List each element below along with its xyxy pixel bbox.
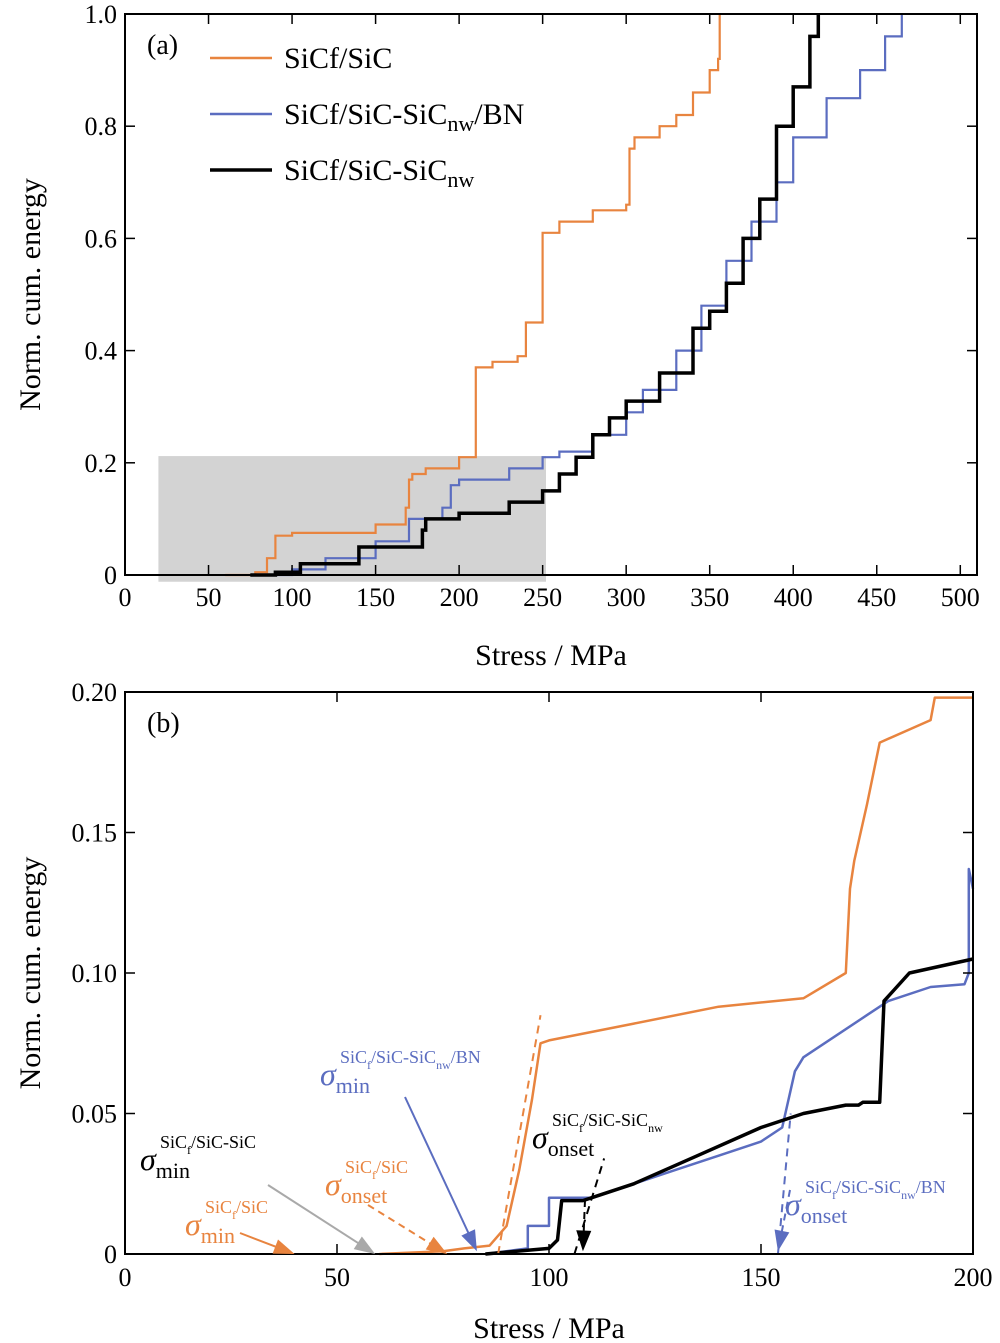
annotation-onset-bn: σonsetSiCf/SiC-SiCnw/BN (774, 1177, 946, 1252)
arrow-head-icon (576, 1230, 592, 1252)
x-tick-label: 200 (440, 583, 479, 612)
y-tick-label: 0.2 (85, 449, 118, 478)
arrow-head-icon (425, 1236, 448, 1254)
x-tick-label: 150 (742, 1263, 781, 1292)
annotation-min-sicf-sic: σminSiCf/SiC (185, 1197, 295, 1254)
y-tick-label: 0.20 (72, 678, 118, 707)
x-tick-label: 450 (857, 583, 896, 612)
annotation-label: σminSiCf/SiC (185, 1197, 268, 1248)
arrow-head-icon (774, 1229, 790, 1252)
chart-panel-a: 0 50 100 150 200 250 300 350 400 450 500 0 0.2 0.4 0.6… (14, 0, 980, 672)
annotation-label: σminSiCf/SiC-SiCnw/BN (320, 1047, 481, 1098)
annotation-arrow (404, 1096, 472, 1239)
legend-label-0: SiCf/SiC (284, 42, 392, 75)
x-tick-label: 200 (954, 1263, 993, 1292)
y-tick-label: 0.05 (72, 1100, 118, 1129)
annotation-label: σonsetSiCf/SiC-SiCnw/BN (785, 1177, 946, 1228)
annotation-label: σonsetSiCf/SiC-SiCnw (532, 1110, 663, 1161)
x-tick-label: 0 (119, 1263, 132, 1292)
annotation-min-bn: σminSiCf/SiC-SiCnw/BN (320, 1047, 481, 1252)
series-line-0 (379, 696, 973, 1256)
x-tick-label: 400 (774, 583, 813, 612)
legend-label-1: SiCf/SiC-SiCnw/BN (284, 98, 524, 136)
annotation-label: σminSiCf/SiC-SiC (140, 1132, 256, 1183)
series-line-0 (225, 14, 721, 577)
annotation-min-sic-sic: σminSiCf/SiC-SiC (140, 1132, 376, 1254)
y-axis-label: Norm. cum. energy (14, 178, 47, 411)
y-tick-label: 0.8 (85, 112, 118, 141)
series-line-1 (485, 867, 975, 1256)
chart-panel-b: 0 50 100 150 200 0 0.05 0.10 0.15 0.20 (b) Stress… (14, 678, 993, 1343)
panel-label: (a) (147, 30, 178, 61)
y-tick-label: 0.4 (85, 337, 118, 366)
y-tick-label: 0.15 (72, 819, 118, 848)
x-tick-label: 250 (523, 583, 562, 612)
arrow-head-icon (272, 1239, 295, 1254)
onset-guide-line-0 (497, 1014, 542, 1255)
onset-guide-line-1 (573, 1158, 606, 1255)
legend-label-2: SiCf/SiC-SiCnw (284, 154, 474, 192)
y-axis-label: Norm. cum. energy (14, 857, 47, 1090)
x-tick-label: 50 (324, 1263, 350, 1292)
y-tick-label: 0.6 (85, 224, 118, 253)
x-axis-label: Stress / MPa (473, 1312, 625, 1343)
x-tick-label: 150 (356, 583, 395, 612)
annotation-onset-nw: σonsetSiCf/SiC-SiCnw (532, 1110, 663, 1252)
x-tick-label: 100 (530, 1263, 569, 1292)
annotation-arrow (239, 1232, 282, 1250)
y-tick-label: 0 (104, 1240, 117, 1269)
x-tick-label: 500 (941, 583, 980, 612)
annotation-arrow (779, 1189, 791, 1238)
arrow-head-icon (461, 1229, 477, 1252)
y-tick-label: 0.10 (72, 959, 118, 988)
series-line-1 (258, 14, 903, 577)
highlight-region (158, 456, 546, 582)
series-line-2 (485, 957, 974, 1256)
annotation-onset-sicf-sic: σonsetSiCf/SiC (325, 1157, 448, 1254)
x-axis-label: Stress / MPa (475, 639, 627, 672)
x-tick-label: 300 (607, 583, 646, 612)
series-line-2 (250, 14, 821, 577)
annotation-arrow (367, 1204, 436, 1248)
x-tick-label: 350 (690, 583, 729, 612)
x-tick-label: 50 (196, 583, 222, 612)
x-tick-label: 100 (273, 583, 312, 612)
onset-guide-line-2 (776, 1113, 792, 1255)
panel-label: (b) (147, 708, 180, 739)
y-tick-label: 1.0 (85, 0, 118, 29)
annotation-arrow (582, 1199, 586, 1238)
plot-frame (124, 13, 978, 576)
annotation-arrow (267, 1184, 364, 1248)
annotations: σminSiCf/SiC σminSiCf/SiC-SiC σonsetSiCf/S… (140, 1047, 946, 1254)
y-tick-label: 0 (104, 561, 117, 590)
annotation-label: σonsetSiCf/SiC (325, 1157, 408, 1208)
legend: SiCf/SiC SiCf/SiC-SiCnw/BN SiCf/SiC-SiCnw (210, 42, 524, 192)
x-tick-label: 0 (119, 583, 132, 612)
arrow-head-icon (353, 1236, 376, 1254)
